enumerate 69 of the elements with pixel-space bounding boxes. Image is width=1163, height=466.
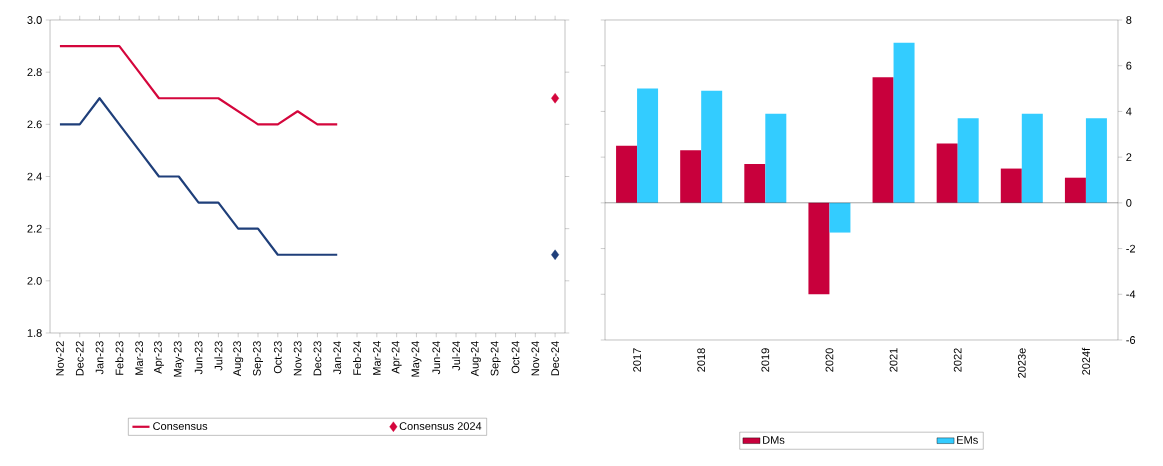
x-tick-label: Dec-23 (313, 341, 322, 376)
x-tick-label: Jul-24 (452, 341, 461, 371)
bar (1021, 113, 1043, 203)
x-tick-label: Oct-23 (273, 341, 282, 374)
y-tick-label: 2.0 (27, 276, 42, 285)
bar (765, 113, 787, 203)
y-tick-label: 2 (1126, 153, 1132, 161)
x-tick-label: Sep-23 (253, 341, 263, 376)
bar (616, 145, 638, 203)
legend-label: EMs (957, 436, 978, 444)
x-tick-label: Dec-22 (75, 341, 84, 376)
x-tick-label: Jul-23 (214, 341, 223, 371)
x-tick-label: Jan-24 (333, 341, 342, 375)
bar (637, 88, 659, 203)
x-tick-label: Apr-24 (391, 341, 402, 374)
x-tick-label: May-24 (411, 341, 422, 377)
bar (829, 202, 851, 233)
x-tick-label: 2017 (633, 348, 641, 372)
x-tick-label: Jun-24 (432, 341, 441, 375)
bar (808, 202, 830, 295)
x-tick-label: 2022 (953, 348, 962, 372)
y-tick-label: 6 (1126, 61, 1132, 70)
x-tick-label: Feb-24 (352, 341, 362, 375)
x-tick-label: Mar-24 (372, 341, 381, 375)
x-tick-label: Aug-24 (470, 341, 481, 377)
bar (680, 150, 702, 203)
x-tick-label: Dec-24 (551, 341, 559, 376)
x-tick-label: 2021 (889, 348, 898, 372)
x-tick-label: 2024f (1081, 347, 1090, 375)
y-tick-label: 4 (1126, 107, 1132, 116)
y-tick-label: -2 (1126, 244, 1136, 253)
y-tick-label: 2.6 (27, 120, 42, 129)
x-tick-label: May-23 (173, 341, 184, 377)
bar (893, 42, 915, 203)
legend-label: Consensus (153, 422, 208, 430)
x-tick-label: 2018 (697, 348, 706, 372)
y-tick-label: 8 (1126, 16, 1132, 24)
y-tick-label: 3.0 (27, 16, 42, 24)
x-tick-label: Oct-24 (511, 341, 520, 374)
x-tick-label: 2020 (825, 348, 834, 372)
x-tick-label: 2023e (1017, 348, 1026, 378)
y-tick-label: 2.4 (27, 172, 42, 181)
legend-label: DMs (763, 436, 785, 444)
x-tick-label: Jan-23 (95, 341, 104, 375)
bar (957, 118, 979, 203)
y-tick-label: -4 (1126, 290, 1136, 299)
bar (1064, 177, 1086, 203)
x-tick-label: Aug-23 (233, 341, 244, 377)
y-tick-label: 0 (1126, 198, 1132, 207)
x-tick-label: Nov-23 (293, 341, 302, 376)
x-tick-label: Nov-24 (531, 341, 540, 376)
bar (744, 163, 766, 203)
bar (1085, 118, 1107, 203)
x-tick-label: 2019 (761, 348, 770, 372)
legend-label: Consensus 2024 (399, 422, 482, 430)
x-tick-label: Apr-23 (153, 341, 164, 374)
x-tick-label: Feb-23 (115, 341, 124, 375)
bar (1000, 168, 1022, 203)
bar (936, 143, 958, 203)
x-tick-label: Jun-23 (194, 341, 203, 375)
x-tick-label: Mar-23 (135, 341, 144, 375)
x-tick-label: Sep-24 (490, 341, 501, 376)
y-tick-label: 2.2 (27, 224, 42, 233)
x-tick-label: Nov-22 (56, 341, 64, 376)
bar (701, 90, 723, 203)
y-tick-label: 2.8 (27, 68, 42, 77)
y-tick-label: -6 (1126, 336, 1136, 344)
bar (872, 77, 894, 203)
y-tick-label: 1.8 (27, 329, 42, 337)
